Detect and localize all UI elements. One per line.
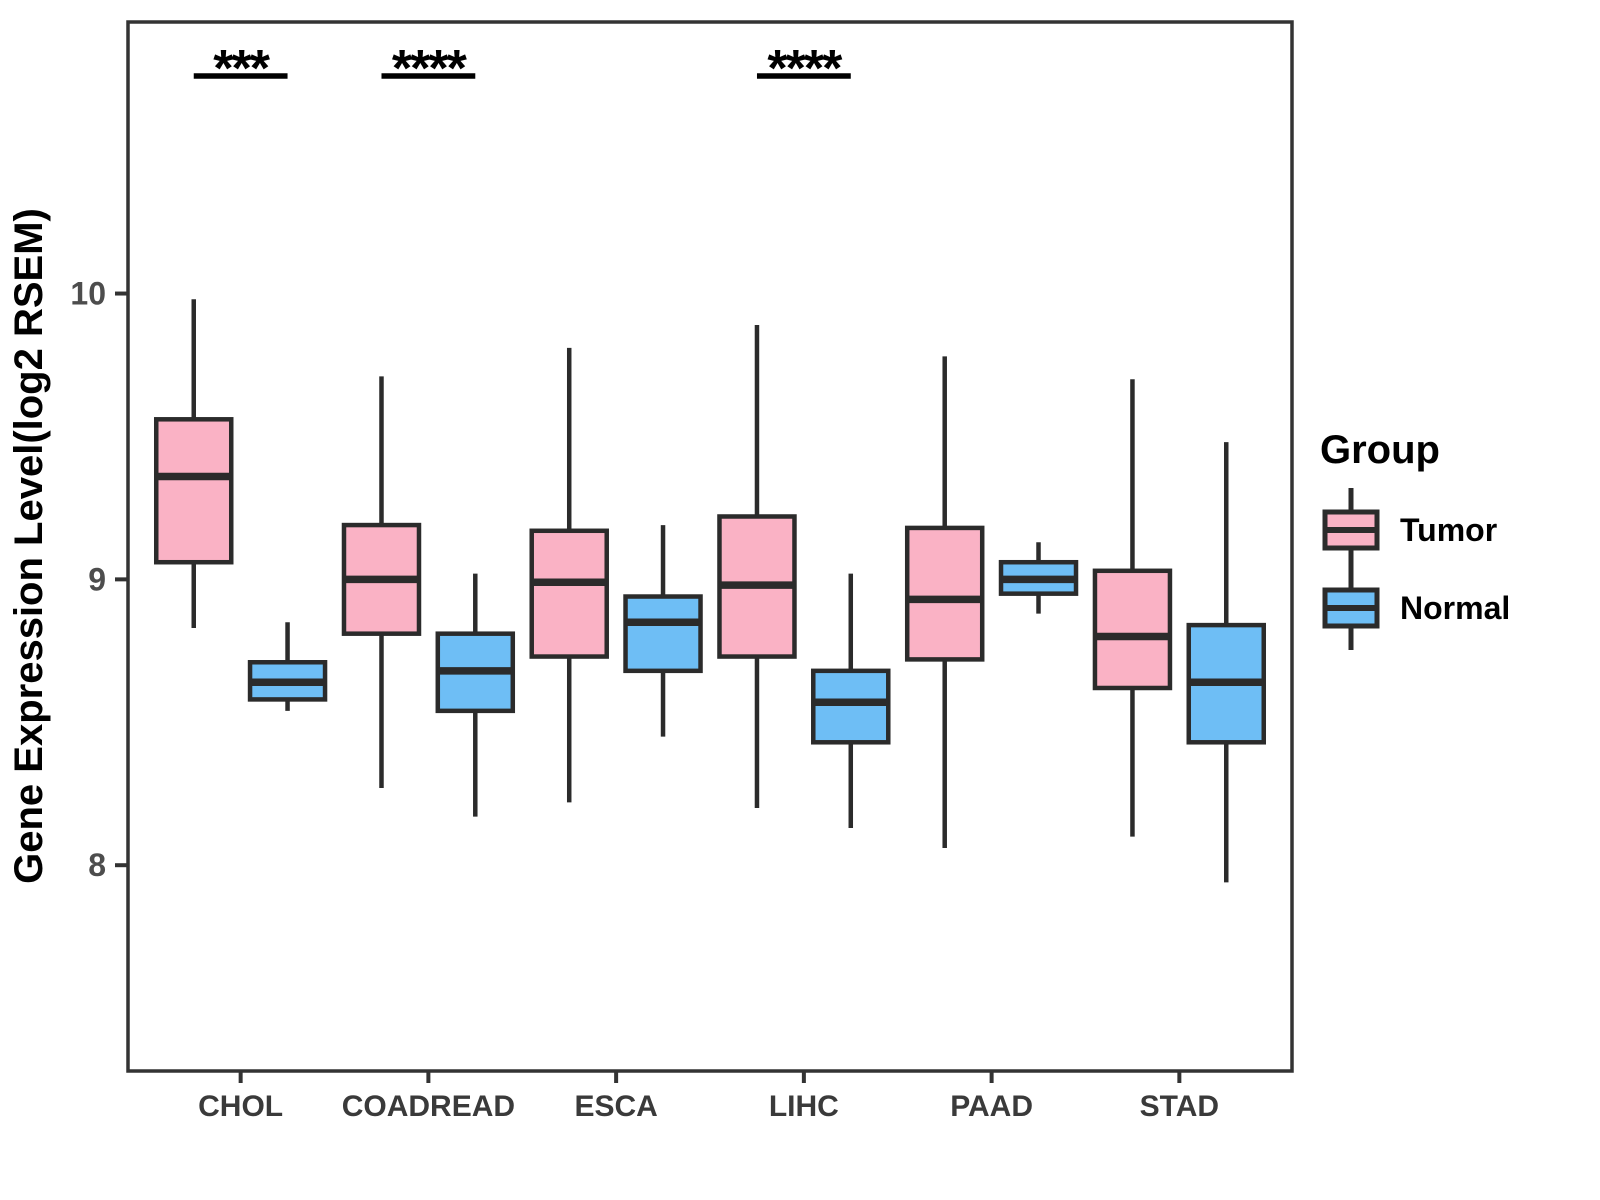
panel-border — [126, 20, 1294, 1073]
legend: Group Tumor Normal — [1318, 428, 1588, 650]
box-normal-PAAD — [998, 559, 1079, 596]
box-tumor-LIHC — [717, 514, 797, 659]
box-normal-CHOL — [247, 660, 328, 702]
significance-label-LIHC: **** — [767, 40, 843, 98]
box-tumor-CHOL — [153, 417, 234, 565]
box-tumor-PAAD — [904, 525, 985, 662]
x-category-label: STAD — [1140, 1090, 1219, 1123]
legend-label-tumor: Tumor — [1400, 511, 1498, 548]
box-normal-COADREAD — [435, 631, 516, 714]
box-normal-LIHC — [811, 668, 891, 745]
legend-entry-tumor: Tumor — [1318, 488, 1588, 572]
y-axis-title: Gene Expression Level(log2 RSEM) — [7, 208, 51, 884]
significance-label-COADREAD: **** — [392, 40, 468, 98]
significance-label-CHOL: *** — [213, 40, 270, 98]
box-normal-ESCA — [623, 594, 703, 674]
y-tick-label: 8 — [88, 847, 106, 883]
box-tumor-COADREAD — [341, 522, 422, 636]
y-tick-label: 10 — [70, 276, 106, 312]
box-tumor-ESCA — [529, 528, 609, 659]
legend-label-normal: Normal — [1400, 589, 1511, 626]
box-normal-STAD — [1186, 622, 1267, 745]
normal-boxplot-key-icon — [1322, 566, 1380, 650]
x-category-label: PAAD — [950, 1090, 1033, 1123]
box-tumor-STAD — [1092, 568, 1173, 691]
x-category-label: ESCA — [574, 1090, 657, 1123]
legend-entry-normal: Normal — [1318, 566, 1588, 650]
x-category-label: COADREAD — [342, 1090, 515, 1123]
legend-title: Group — [1320, 428, 1440, 472]
x-category-label: LIHC — [769, 1090, 839, 1123]
x-category-label: CHOL — [198, 1090, 283, 1123]
tumor-boxplot-key-icon — [1322, 488, 1380, 572]
y-tick-label: 9 — [88, 561, 106, 597]
